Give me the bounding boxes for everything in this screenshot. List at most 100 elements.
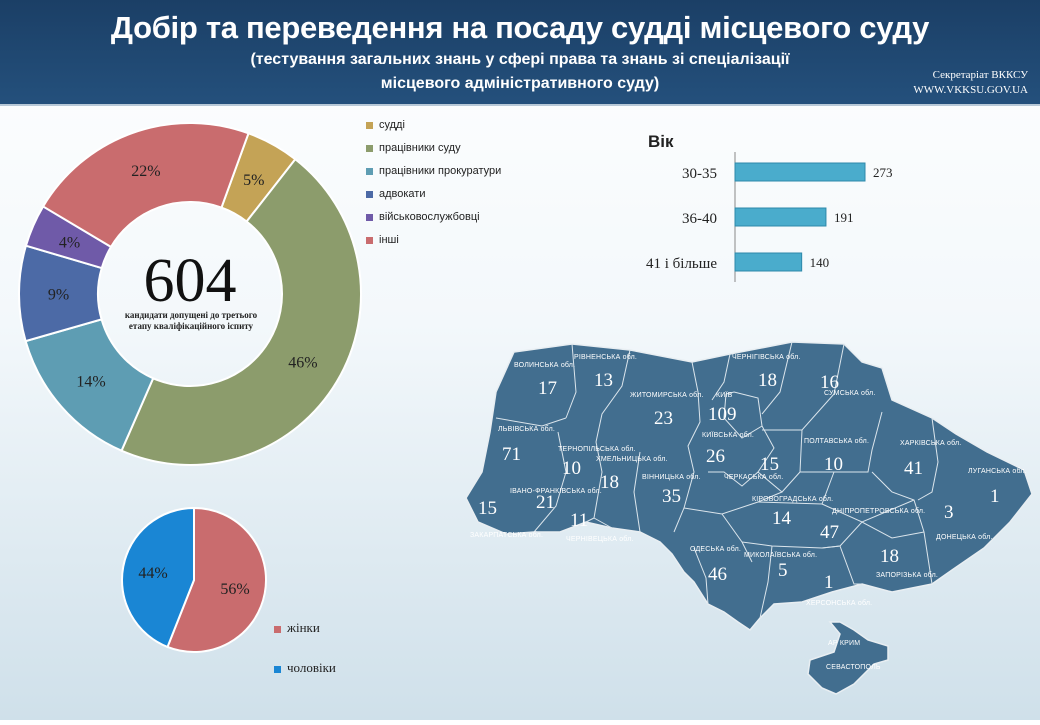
- page-title: Добір та переведення на посаду судді міс…: [110, 10, 930, 45]
- region-chernihivska-value: 18: [758, 370, 777, 391]
- legend-swatch: [366, 121, 373, 129]
- legend-label: військовослужбовці: [379, 211, 480, 223]
- legend-label: жінки: [287, 620, 320, 635]
- region-luhanska-name: ЛУГАНСЬКА обл.: [968, 468, 1027, 475]
- legend-label: інші: [379, 234, 399, 246]
- age-bar-1: [734, 162, 866, 182]
- region-vinnytska-value: 35: [662, 486, 681, 507]
- legend-swatch: [366, 144, 373, 152]
- region-volynska-value: 17: [538, 378, 557, 399]
- region-kyivska-value: 26: [706, 446, 725, 467]
- age-category-label-3: 41 і більше: [646, 256, 717, 272]
- legend-swatch: [366, 190, 373, 198]
- region-dnipropetrovska-name: ДНІПРОПЕТРОВСЬКА обл.: [832, 508, 926, 515]
- region-zhytomyrska-name: ЖИТОМИРСЬКА обл.: [630, 392, 704, 399]
- donut-legend-item-4: адвокати: [366, 188, 426, 200]
- legend-swatch: [274, 665, 281, 673]
- region-mykolaivska-name: МИКОЛАЇВСЬКА обл.: [744, 552, 818, 559]
- region-kharkivska-value: 41: [904, 458, 923, 479]
- region-kharkivska-name: ХАРКІВСЬКА обл.: [900, 440, 962, 447]
- region-donetska-name: ДОНЕЦЬКА обл.: [936, 534, 993, 541]
- region-volynska-name: ВОЛИНСЬКА обл.: [514, 362, 576, 369]
- gender-slice-label-1: 56%: [220, 581, 249, 598]
- donut-caption-line-2: етапу кваліфікаційного іспиту: [128, 321, 254, 331]
- gender-slice-label-2: 44%: [138, 565, 167, 582]
- region-donetska-value: 3: [944, 502, 954, 523]
- candidates-donut-chart: 5% 46% 14% 9% 4% 22%: [18, 122, 362, 466]
- region-khersonska-value: 1: [824, 572, 834, 593]
- age-bar-value-2: 191: [834, 210, 854, 225]
- age-bar-value-3: 140: [810, 255, 830, 270]
- donut-slice-label-1: 5%: [243, 172, 264, 189]
- region-cherkaska-name: ЧЕРКАСЬКА обл.: [724, 474, 784, 481]
- mainland-outline: [465, 341, 1033, 631]
- region-khersonska-name: ХЕРСОНСЬКА обл.: [806, 600, 873, 607]
- legend-label: працівники суду: [379, 142, 461, 154]
- donut-slice-label-6: 22%: [131, 163, 160, 180]
- age-bar-value-1: 273: [873, 165, 893, 180]
- region-khmelnytska-name: ХМЕЛЬНИЦЬКА обл.: [596, 456, 668, 463]
- region-kirovohradska-value: 14: [772, 508, 791, 529]
- region-dnipropetrovska-value: 47: [820, 522, 839, 543]
- donut-caption-line-1: кандидати допущені до третього: [124, 310, 258, 320]
- region-ternopilska-name: ТЕРНОПІЛЬСЬКА обл.: [558, 446, 636, 453]
- crimea-outline: [807, 621, 889, 695]
- header-banner: Добір та переведення на посаду судді міс…: [0, 0, 1040, 106]
- donut-slice-label-2: 46%: [288, 354, 317, 371]
- region-chernivetska-value: 11: [570, 510, 589, 531]
- region-sevastopol-name: СЕВАСТОПОЛЬ: [826, 664, 881, 671]
- region-poltavska-value: 15: [760, 454, 779, 475]
- region-crimea-name: АР КРИМ: [828, 640, 861, 647]
- region-zakarpatska-name: ЗАКАРПАТСЬКА обл.: [470, 532, 544, 539]
- gender-slice-2: [121, 506, 195, 649]
- subtitle-line-1: (тестування загальних знань у сфері прав…: [250, 51, 790, 68]
- gender-slice-1: [166, 506, 267, 653]
- donut-slice-label-3: 14%: [76, 374, 105, 391]
- region-luhanska-value: 1: [990, 486, 1000, 507]
- region-khmelnytska-value: 18: [600, 472, 619, 493]
- region-sumska-name: СУМСЬКА обл.: [824, 390, 876, 397]
- donut-legend-item-1: судді: [366, 119, 405, 131]
- region-ternopilska-value: 10: [562, 458, 581, 479]
- region-rivnenska-name: РІВНЕНСЬКА обл.: [574, 354, 638, 361]
- region-odeska-name: ОДЕСЬКА обл.: [690, 546, 742, 553]
- legend-swatch: [366, 167, 373, 175]
- ukraine-map-shape: [465, 341, 1033, 695]
- legend-label: адвокати: [379, 188, 426, 200]
- bar-chart-title: Вік: [648, 132, 674, 151]
- region-odeska-value: 46: [708, 564, 727, 585]
- region-chernivetska-name: ЧЕРНІВЕЦЬКА обл.: [566, 536, 634, 543]
- donut-slice-6: [41, 122, 250, 249]
- gender-legend-item-1: жінки: [274, 620, 320, 636]
- region-sumska-value: 16: [820, 372, 839, 393]
- region-chernihivska-name: ЧЕРНІГІВСЬКА обл.: [732, 354, 801, 361]
- age-category-label-1: 30-35: [682, 166, 717, 182]
- region-zhytomyrska-value: 23: [654, 408, 673, 429]
- donut-slice-label-4: 9%: [48, 287, 69, 304]
- region-poltavska-name: ПОЛТАВСЬКА обл.: [804, 438, 870, 445]
- secretariat-credit: Секретаріат ВККСУ WWW.VKKSU.GOV.UA: [913, 68, 1028, 98]
- region-vinnytska-name: ВІННИЦЬКА обл.: [642, 474, 701, 481]
- donut-total: 604: [143, 247, 237, 315]
- region-cherkaska-value: 10: [824, 454, 843, 475]
- donut-slice-label-5: 4%: [59, 234, 80, 251]
- region-kyiv-value: 109: [708, 404, 737, 425]
- region-borders: [495, 341, 939, 619]
- ukraine-map: 17 ВОЛИНСЬКА обл. 13 РІВНЕНСЬКА обл. 23 …: [462, 322, 1040, 720]
- region-lvivska-value: 71: [502, 444, 521, 465]
- region-rivnenska-value: 13: [594, 370, 613, 391]
- region-kirovohradska-name: КІРОВОГРАДСЬКА обл.: [752, 496, 834, 503]
- region-ivanofrankivska-value: 21: [536, 492, 555, 513]
- donut-caption: кандидати допущені до третього етапу ква…: [106, 310, 276, 332]
- legend-label: чоловіки: [287, 660, 336, 675]
- region-zakarpatska-value: 15: [478, 498, 497, 519]
- subtitle-line-2: місцевого адміністративного суду): [380, 75, 660, 92]
- donut-legend-item-3: працівники прокуратури: [366, 165, 501, 177]
- age-bar-3: [734, 252, 803, 272]
- age-category-label-2: 36-40: [682, 211, 717, 227]
- region-mykolaivska-value: 5: [778, 560, 788, 581]
- donut-legend-item-6: інші: [366, 234, 399, 246]
- legend-swatch: [366, 236, 373, 244]
- region-kyiv-name: КИЇВ: [716, 392, 733, 399]
- age-bar-2: [734, 207, 827, 227]
